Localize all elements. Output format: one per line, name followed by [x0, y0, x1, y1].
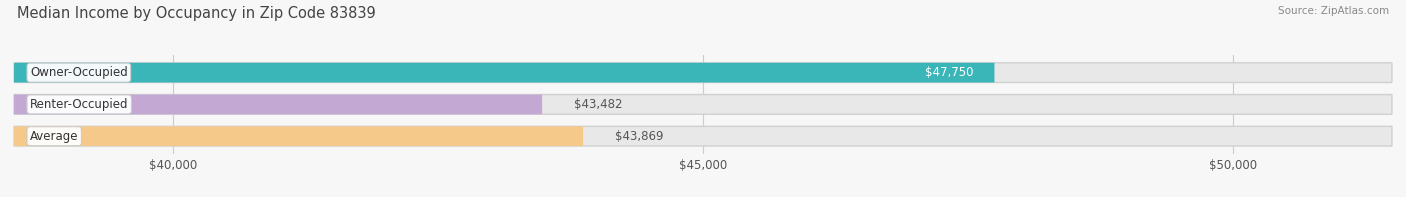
Text: Median Income by Occupancy in Zip Code 83839: Median Income by Occupancy in Zip Code 8…	[17, 6, 375, 21]
Text: Renter-Occupied: Renter-Occupied	[30, 98, 128, 111]
FancyBboxPatch shape	[14, 63, 1392, 83]
Text: $43,482: $43,482	[574, 98, 623, 111]
Text: Source: ZipAtlas.com: Source: ZipAtlas.com	[1278, 6, 1389, 16]
FancyBboxPatch shape	[14, 95, 543, 114]
Text: $43,869: $43,869	[614, 130, 664, 143]
FancyBboxPatch shape	[14, 126, 1392, 146]
FancyBboxPatch shape	[14, 63, 994, 83]
Text: Owner-Occupied: Owner-Occupied	[30, 66, 128, 79]
FancyBboxPatch shape	[14, 126, 583, 146]
Text: $47,750: $47,750	[925, 66, 973, 79]
FancyBboxPatch shape	[14, 95, 1392, 114]
Text: Average: Average	[30, 130, 79, 143]
